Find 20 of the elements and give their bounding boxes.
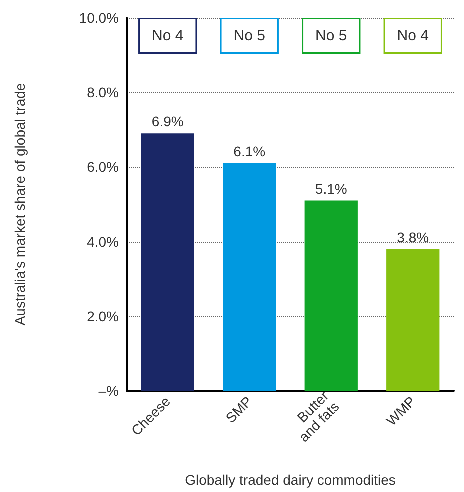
data-label: 6.9% [152,114,184,130]
data-label: 5.1% [315,180,348,197]
bar [141,134,194,391]
y-tick-label: 4.0% [87,234,119,250]
x-axis-title: Globally traded dairy commodities [185,472,396,488]
data-label: 6.1% [234,143,266,160]
annotation: No 5 [234,28,266,44]
y-tick-label: –% [98,383,119,399]
y-tick-label: 2.0% [87,308,119,324]
y-tick-label: 8.0% [87,84,119,101]
annotation: No 5 [316,28,348,44]
bar [304,200,358,391]
data-label: 3.8% [397,229,430,246]
y-tick-label: 10.0% [79,10,119,26]
annotation: No 4 [152,28,184,44]
bar [223,163,276,391]
bar [386,249,440,391]
annotation: No 4 [397,28,429,44]
y-axis-title: Australia's market share of global trade [12,83,28,326]
y-tick-label: 6.0% [87,159,119,176]
